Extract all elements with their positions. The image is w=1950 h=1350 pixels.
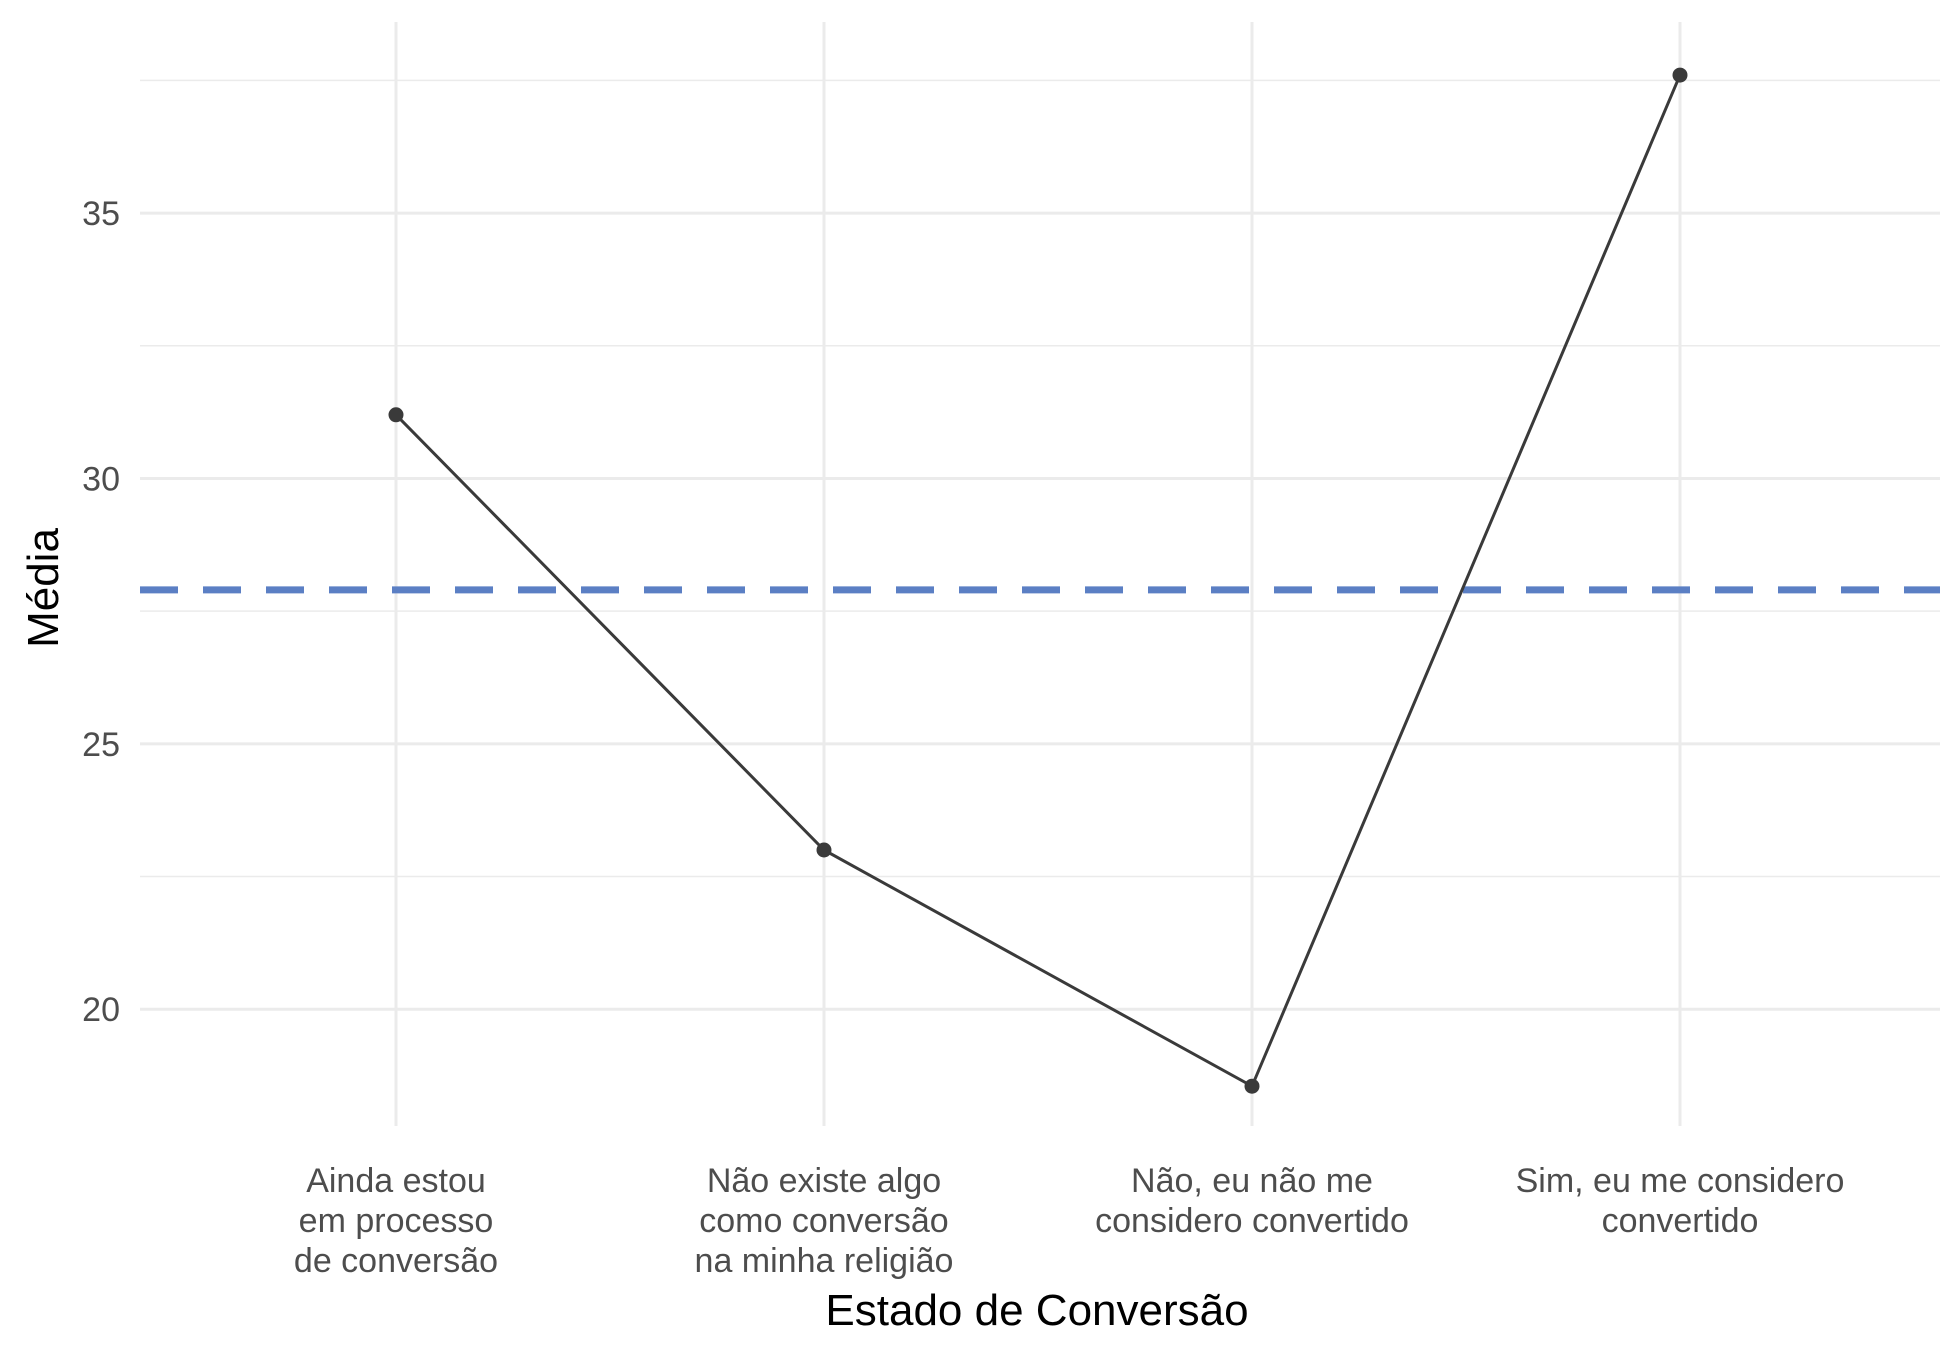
x-tick-label-line: Ainda estou [306,1162,486,1200]
x-tick-label: Sim, eu me considero convertido [1516,1162,1845,1240]
x-tick-label-line: considero convertido [1095,1202,1409,1240]
data-point [816,842,832,858]
y-tick-label: 35 [82,195,120,233]
data-point [1244,1078,1260,1094]
x-axis-title: Estado de Conversão [825,1286,1248,1335]
x-tick-label-line: na minha religião [695,1242,954,1280]
y-axis-title: Média [19,528,68,648]
x-tick-label: Ainda estou em processo de conversão [294,1162,498,1280]
x-tick-label-line: convertido [1602,1202,1759,1240]
x-tick-labels: Ainda estou em processo de conversão Não ex… [294,1162,1844,1280]
y-tick-label: 25 [82,726,120,764]
y-tick-label: 20 [82,991,120,1029]
data-point [388,407,404,423]
x-tick-label-line: Sim, eu me considero [1516,1162,1845,1200]
y-tick-label: 30 [82,460,120,498]
x-tick-label-line: Não, eu não me [1131,1162,1373,1200]
data-point [1672,67,1688,83]
series-group [388,67,1688,1094]
series-line [394,74,1682,1089]
x-tick-label-line: Não existe algo [707,1162,941,1200]
y-tick-labels: 20 25 30 35 [82,195,120,1029]
minor-gridlines [140,79,1940,878]
x-tick-label-line: em processo [299,1202,494,1240]
x-tick-label-line: como conversão [699,1202,948,1240]
x-tick-label-line: de conversão [294,1242,498,1280]
x-tick-label: Não existe algo como conversão na minha re… [695,1162,954,1280]
major-gridlines [140,22,1940,1126]
x-tick-label: Não, eu não me considero convertido [1095,1162,1409,1240]
